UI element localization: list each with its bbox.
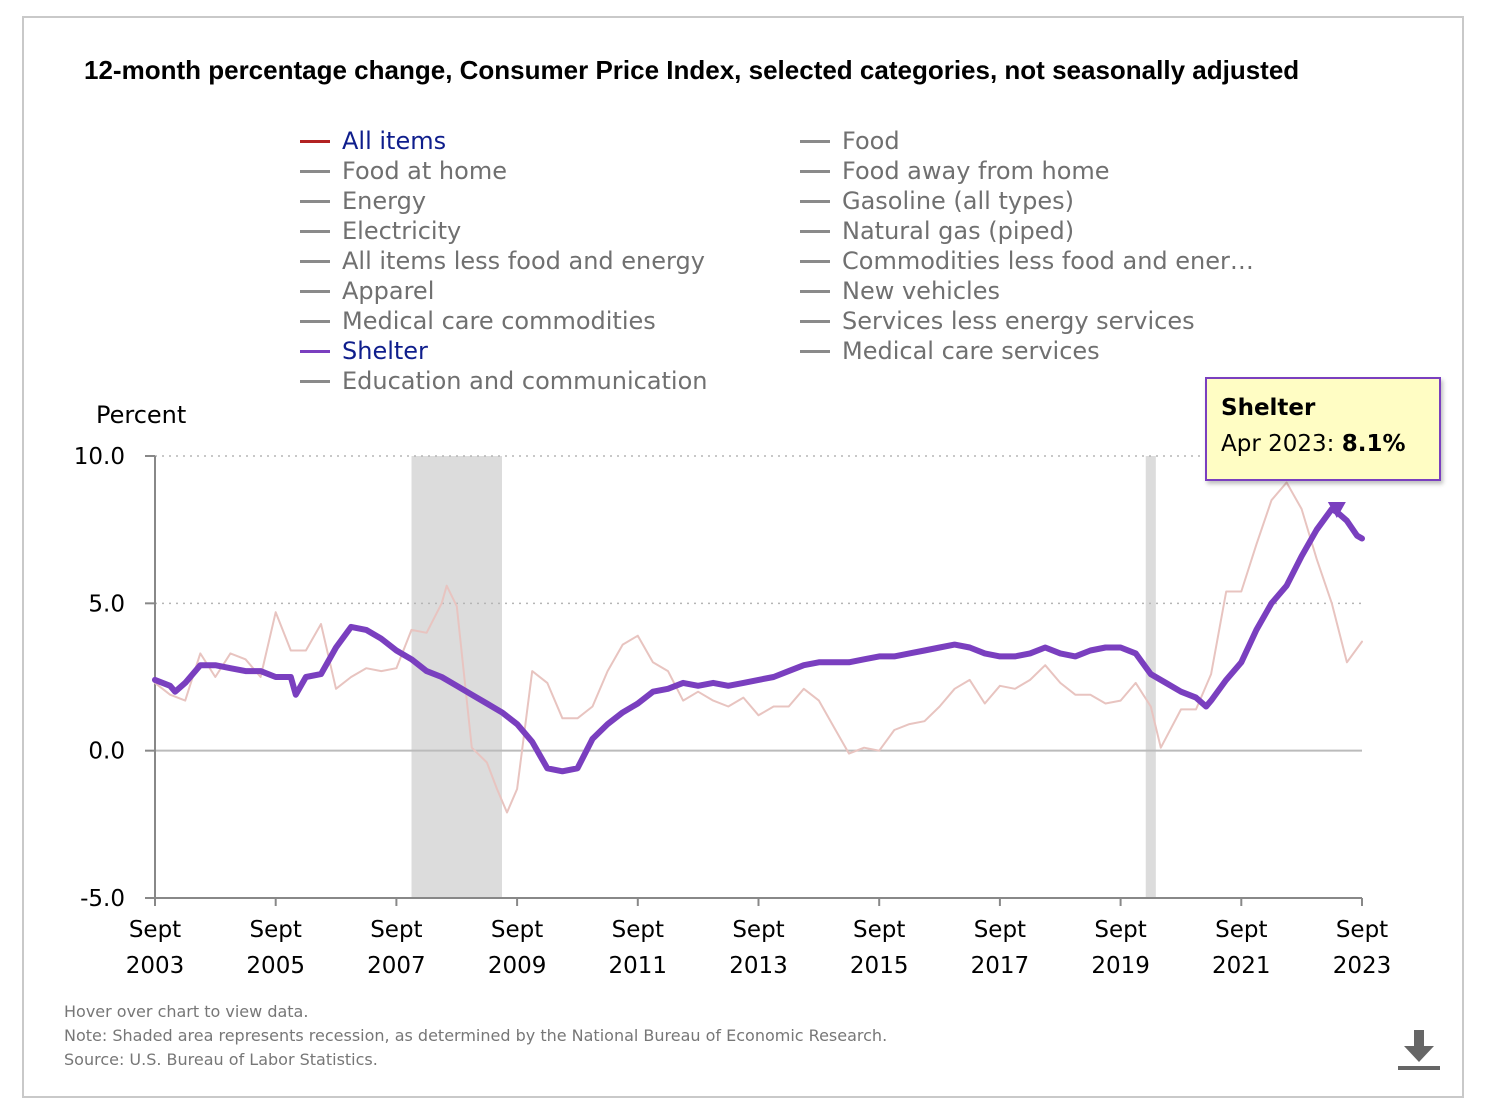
tooltip: Shelter Apr 2023: 8.1%	[1205, 377, 1441, 481]
legend-item[interactable]: New vehicles	[800, 276, 1000, 306]
legend-swatch	[300, 259, 330, 263]
x-tick-label: 2017	[971, 953, 1030, 979]
series-line-all-items	[154, 481, 1363, 814]
legend-label: All items	[342, 127, 447, 155]
x-tick-label: 2019	[1091, 953, 1150, 979]
x-tick-label: Sept	[1336, 917, 1388, 943]
legend-label: Shelter	[342, 337, 428, 365]
x-tick-label: 2009	[488, 953, 547, 979]
x-tick-label: 2007	[367, 953, 426, 979]
x-tick-label: 2005	[246, 953, 305, 979]
legend-swatch	[300, 139, 330, 143]
note-recession: Note: Shaded area represents recession, …	[64, 1026, 888, 1045]
legend-label: All items less food and energy	[342, 247, 705, 275]
legend-swatch	[800, 289, 830, 293]
legend-swatch	[300, 379, 330, 383]
legend-swatch	[300, 319, 330, 323]
legend-swatch	[300, 229, 330, 233]
legend-swatch	[800, 169, 830, 173]
legend-item[interactable]: Food	[800, 126, 900, 156]
legend-label: Food	[842, 127, 900, 155]
recession-band	[411, 456, 503, 898]
legend-label: Commodities less food and ener…	[842, 247, 1254, 275]
legend-item[interactable]: Energy	[300, 186, 426, 216]
tooltip-value: 8.1%	[1341, 431, 1406, 457]
legend-item[interactable]: Education and communication	[300, 366, 708, 396]
legend-item[interactable]: Apparel	[300, 276, 434, 306]
legend-swatch	[800, 229, 830, 233]
y-axis-label: Percent	[96, 401, 187, 429]
legend-swatch	[800, 319, 830, 323]
x-tick-label: 2011	[609, 953, 668, 979]
x-tick-label: 2021	[1212, 953, 1271, 979]
legend-item[interactable]: Commodities less food and ener…	[800, 246, 1254, 276]
x-tick-label: Sept	[612, 917, 664, 943]
legend-label: Education and communication	[342, 367, 708, 395]
x-tick-label: Sept	[974, 917, 1026, 943]
highlight-marker	[1327, 501, 1346, 518]
legend-label: Apparel	[342, 277, 435, 305]
y-tick-label: 0.0	[88, 739, 125, 765]
note-source: Source: U.S. Bureau of Labor Statistics.	[64, 1050, 378, 1069]
download-icon[interactable]	[1394, 1026, 1444, 1076]
legend-swatch	[300, 199, 330, 203]
legend-item[interactable]: Gasoline (all types)	[800, 186, 1074, 216]
legend-item[interactable]: Natural gas (piped)	[800, 216, 1074, 246]
legend-label: Natural gas (piped)	[842, 217, 1075, 245]
tooltip-series: Shelter	[1221, 395, 1316, 421]
legend-swatch	[800, 349, 830, 353]
legend-item[interactable]: Medical care commodities	[300, 306, 656, 336]
legend-item[interactable]: Medical care services	[800, 336, 1100, 366]
legend-label: Gasoline (all types)	[842, 187, 1074, 215]
legend-item[interactable]: Electricity	[300, 216, 461, 246]
legend-swatch	[300, 169, 330, 173]
legend-label: Food at home	[342, 157, 507, 185]
y-tick-label: -5.0	[80, 886, 125, 912]
x-tick-label: Sept	[491, 917, 543, 943]
chart-frame	[22, 16, 1464, 1098]
series-line-shelter	[152, 506, 1365, 775]
legend-swatch	[800, 139, 830, 143]
legend-label: Medical care services	[842, 337, 1100, 365]
y-tick-label: 5.0	[88, 591, 125, 617]
legend-item[interactable]: All items	[300, 126, 446, 156]
legend-label: Energy	[342, 187, 427, 215]
legend-item[interactable]: All items less food and energy	[300, 246, 705, 276]
legend-item[interactable]: Food away from home	[800, 156, 1110, 186]
x-tick-label: 2003	[126, 953, 185, 979]
y-tick-label: 10.0	[74, 444, 125, 470]
legend-swatch	[300, 349, 330, 353]
legend-item[interactable]: Services less energy services	[800, 306, 1195, 336]
x-tick-label: Sept	[250, 917, 302, 943]
x-tick-label: 2015	[850, 953, 909, 979]
x-tick-label: Sept	[129, 917, 181, 943]
legend-label: Services less energy services	[842, 307, 1195, 335]
x-tick-label: Sept	[853, 917, 905, 943]
tooltip-date: Apr 2023:	[1221, 431, 1335, 457]
tooltip-line: Apr 2023: 8.1%	[1221, 431, 1425, 457]
legend-label: Food away from home	[842, 157, 1110, 185]
legend-swatch	[300, 289, 330, 293]
legend-swatch	[800, 259, 830, 263]
x-tick-label: Sept	[1215, 917, 1267, 943]
legend-label: Medical care commodities	[342, 307, 656, 335]
x-tick-label: Sept	[370, 917, 422, 943]
x-tick-label: 2013	[729, 953, 788, 979]
x-tick-label: 2023	[1333, 953, 1392, 979]
legend-item[interactable]: Food at home	[300, 156, 507, 186]
legend-item[interactable]: Shelter	[300, 336, 428, 366]
legend-label: New vehicles	[842, 277, 1000, 305]
chart-title: 12-month percentage change, Consumer Pri…	[84, 55, 1300, 85]
x-tick-label: Sept	[732, 917, 784, 943]
note-hover: Hover over chart to view data.	[64, 1002, 309, 1021]
chart-notes: Hover over chart to view data. Note: Sha…	[64, 1000, 887, 1072]
legend-label: Electricity	[342, 217, 462, 245]
x-tick-label: Sept	[1094, 917, 1146, 943]
legend-swatch	[800, 199, 830, 203]
